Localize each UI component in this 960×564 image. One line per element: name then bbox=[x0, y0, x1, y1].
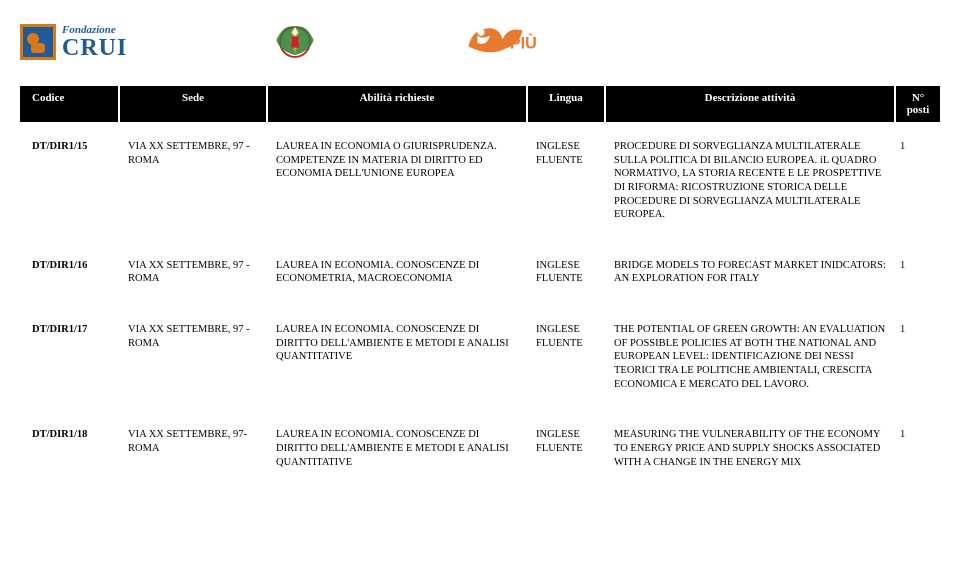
cell-codice: DT/DIR1/15 bbox=[20, 140, 120, 222]
th-descrizione: Descrizione attività bbox=[606, 86, 896, 122]
logo-crui: Fondazione CRUI bbox=[20, 24, 127, 60]
cell-abilita: LAUREA IN ECONOMIA. CONOSCENZE DI ECONOM… bbox=[268, 259, 528, 286]
cell-sede: VIA XX SETTEMBRE, 97- ROMA bbox=[120, 428, 268, 469]
crui-main: CRUI bbox=[62, 36, 127, 60]
logo-piu-icon: PIÙ bbox=[463, 21, 553, 63]
table-row: DT/DIR1/17 VIA XX SETTEMBRE, 97 - ROMA L… bbox=[20, 305, 940, 410]
cell-abilita: LAUREA IN ECONOMIA O GIURISPRUDENZA. COM… bbox=[268, 140, 528, 222]
cell-abilita: LAUREA IN ECONOMIA. CONOSCENZE DI DIRITT… bbox=[268, 323, 528, 391]
table-row: DT/DIR1/16 VIA XX SETTEMBRE, 97 - ROMA L… bbox=[20, 241, 940, 305]
cell-posti: 1 bbox=[896, 259, 940, 286]
cell-abilita: LAUREA IN ECONOMIA. CONOSCENZE DI DIRITT… bbox=[268, 428, 528, 469]
cell-descrizione: BRIDGE MODELS TO FORECAST MARKET INIDCAT… bbox=[606, 259, 896, 286]
crui-logo-text: Fondazione CRUI bbox=[62, 25, 127, 60]
cell-codice: DT/DIR1/18 bbox=[20, 428, 120, 469]
cell-lingua: INGLESE FLUENTE bbox=[528, 259, 606, 286]
cell-codice: DT/DIR1/16 bbox=[20, 259, 120, 286]
crui-logo-icon bbox=[20, 24, 56, 60]
th-sede: Sede bbox=[120, 86, 268, 122]
table-header-row: Codice Sede Abilità richieste Lingua Des… bbox=[0, 86, 960, 122]
cell-posti: 1 bbox=[896, 428, 940, 469]
cell-descrizione: THE POTENTIAL OF GREEN GROWTH: AN EVALUA… bbox=[606, 323, 896, 391]
th-abilita: Abilità richieste bbox=[268, 86, 528, 122]
cell-lingua: INGLESE FLUENTE bbox=[528, 323, 606, 391]
cell-descrizione: MEASURING THE VULNERABILITY OF THE ECONO… bbox=[606, 428, 896, 469]
svg-text:PIÙ: PIÙ bbox=[510, 33, 537, 52]
emblem-italy-icon bbox=[267, 14, 323, 70]
cell-lingua: INGLESE FLUENTE bbox=[528, 428, 606, 469]
cell-posti: 1 bbox=[896, 140, 940, 222]
th-posti: N° posti bbox=[896, 86, 940, 122]
table-row: DT/DIR1/15 VIA XX SETTEMBRE, 97 - ROMA L… bbox=[20, 122, 940, 241]
crui-fondazione: Fondazione bbox=[62, 25, 127, 36]
cell-posti: 1 bbox=[896, 323, 940, 391]
table-row: DT/DIR1/18 VIA XX SETTEMBRE, 97- ROMA LA… bbox=[20, 410, 940, 488]
header-logos: Fondazione CRUI PIÙ bbox=[0, 0, 960, 78]
th-lingua: Lingua bbox=[528, 86, 606, 122]
cell-sede: VIA XX SETTEMBRE, 97 - ROMA bbox=[120, 323, 268, 391]
cell-sede: VIA XX SETTEMBRE, 97 - ROMA bbox=[120, 140, 268, 222]
cell-codice: DT/DIR1/17 bbox=[20, 323, 120, 391]
cell-sede: VIA XX SETTEMBRE, 97 - ROMA bbox=[120, 259, 268, 286]
cell-descrizione: PROCEDURE DI SORVEGLIANZA MULTILATERALE … bbox=[606, 140, 896, 222]
th-codice: Codice bbox=[20, 86, 120, 122]
cell-lingua: INGLESE FLUENTE bbox=[528, 140, 606, 222]
table-body: DT/DIR1/15 VIA XX SETTEMBRE, 97 - ROMA L… bbox=[0, 122, 960, 488]
